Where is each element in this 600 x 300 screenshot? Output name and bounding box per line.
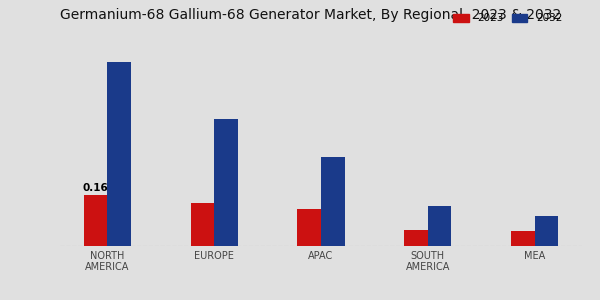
Bar: [298, 209, 321, 246]
Bar: [321, 157, 344, 246]
Bar: [428, 206, 451, 246]
Legend: 2023, 2032: 2023, 2032: [449, 9, 566, 28]
Text: Germanium-68 Gallium-68 Generator Market, By Regional, 2023 & 2032: Germanium-68 Gallium-68 Generator Market…: [60, 8, 561, 22]
Bar: [535, 216, 558, 246]
Bar: [214, 119, 238, 246]
Bar: [191, 203, 214, 246]
Bar: [107, 62, 131, 246]
Text: 0.16: 0.16: [83, 183, 109, 193]
Bar: [404, 230, 428, 246]
Bar: [511, 231, 535, 246]
Bar: [84, 195, 107, 246]
